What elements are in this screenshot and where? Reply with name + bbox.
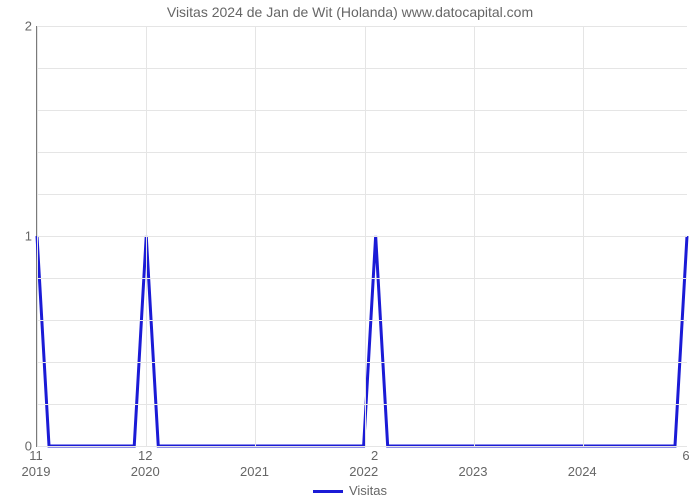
- x-tick-value-label: 11: [29, 448, 43, 463]
- x-tick-value-label: 2: [371, 448, 378, 463]
- chart-title: Visitas 2024 de Jan de Wit (Holanda) www…: [0, 4, 700, 20]
- x-tick-year-label: 2023: [459, 464, 488, 479]
- x-tick-value-label: 12: [138, 448, 152, 463]
- x-tick-year-label: 2021: [240, 464, 269, 479]
- x-tick-year-label: 2019: [22, 464, 51, 479]
- plot-area: [36, 26, 687, 447]
- x-tick-year-label: 2024: [568, 464, 597, 479]
- chart-container: Visitas 2024 de Jan de Wit (Holanda) www…: [0, 0, 700, 500]
- legend: Visitas: [0, 483, 700, 498]
- y-tick-label: 2: [25, 19, 32, 34]
- x-tick-year-label: 2022: [349, 464, 378, 479]
- y-tick-label: 1: [25, 229, 32, 244]
- legend-label: Visitas: [349, 483, 387, 498]
- x-tick-year-label: 2020: [131, 464, 160, 479]
- legend-swatch: [313, 490, 343, 493]
- x-tick-value-label: 6: [682, 448, 689, 463]
